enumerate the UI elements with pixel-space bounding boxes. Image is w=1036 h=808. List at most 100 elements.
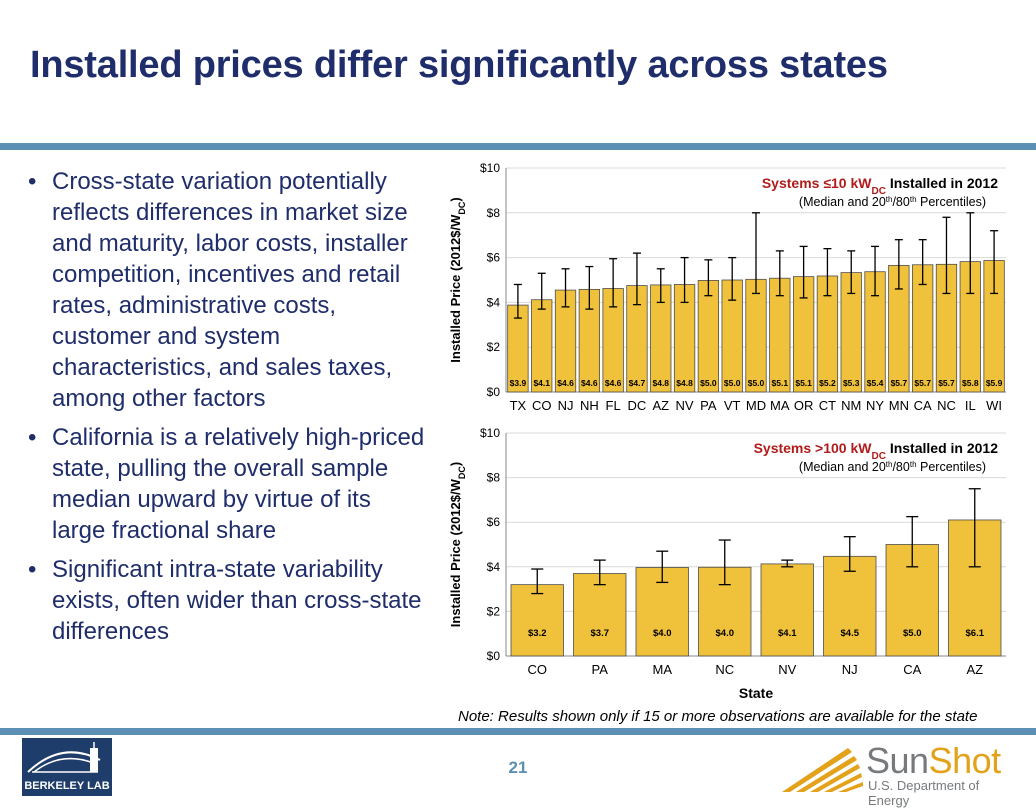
chart-title: Systems ≤10 kWDC Installed in 2012	[762, 175, 998, 197]
y-tick-label: $0	[487, 385, 501, 399]
y-axis-label-sub: DC	[457, 201, 467, 214]
bar-value-label: $3.2	[528, 628, 547, 639]
x-tick-label: MN	[889, 398, 909, 413]
chart-subtitle-sup: th	[910, 195, 917, 204]
top-divider	[0, 143, 1036, 150]
chart-subtitle-part: (Median and 20	[799, 460, 886, 474]
chart-large-systems-svg: $0 $2 $4 $6 $8 $10 $3.2 CO $3.7 PA $4.0 MA $4.0 NC $4.…	[448, 426, 1006, 701]
bullet-item: • Cross-state variation potentially refl…	[28, 166, 428, 414]
chart-small-systems: $0 $2 $4 $6 $8 $10 $3.9 TX $4.1 CO $4.6 NJ $4.6 NH $4.…	[440, 158, 1020, 420]
sunshot-subtitle: U.S. Department of Energy	[868, 778, 980, 808]
bar-value-label: $6.1	[966, 628, 985, 639]
y-tick-label: $4	[487, 560, 501, 574]
chart-subtitle-sup: th	[886, 460, 893, 469]
bar-value-label: $5.3	[843, 378, 860, 388]
bar	[510, 584, 564, 657]
x-tick-label: NV	[676, 398, 694, 413]
bar-value-label: $4.1	[778, 628, 797, 639]
y-tick-label: $2	[487, 340, 501, 354]
bar	[745, 278, 767, 393]
bar-value-label: $4.8	[676, 378, 693, 388]
bullet-marker: •	[28, 424, 37, 451]
x-tick-label: NH	[580, 398, 599, 413]
y-tick-label: $0	[487, 649, 501, 663]
bar-value-label: $5.0	[724, 378, 741, 388]
chart-title-red-sub: DC	[871, 186, 885, 197]
x-axis-label: State	[739, 685, 773, 701]
x-tick-label: NY	[866, 398, 884, 413]
chart-subtitle-part: (Median and 20	[799, 195, 886, 209]
y-tick-label: $4	[487, 295, 501, 309]
y-axis-label-sub: DC	[457, 466, 467, 479]
chart-subtitle: (Median and 20th/80th Percentiles)	[799, 195, 986, 210]
bullet-text: California is a relatively high-priced s…	[52, 424, 425, 544]
bottom-divider	[0, 728, 1036, 735]
bar-value-label: $4.6	[557, 378, 574, 388]
bar-value-label: $5.7	[914, 378, 931, 388]
bullet-text: Cross-state variation potentially reflec…	[52, 168, 408, 412]
chart-title-red: Systems >100 kW	[754, 440, 873, 456]
y-axis-label: Installed Price (2012$/WDC)	[448, 462, 467, 627]
y-tick-label: $6	[487, 251, 501, 265]
bar	[823, 555, 877, 657]
sunshot-word-sun: Sun	[866, 740, 929, 781]
chart-small-systems-svg: $0 $2 $4 $6 $8 $10 $3.9 TX $4.1 CO $4.6 NJ $4.6 NH $4.…	[448, 161, 1006, 413]
bar-value-label: $4.0	[716, 628, 735, 639]
chart-subtitle-sup: th	[910, 460, 917, 469]
sunshot-wordmark: SunShot	[866, 740, 1001, 782]
bar-value-label: $3.9	[510, 378, 527, 388]
chart-title-black: Installed in 2012	[886, 440, 998, 456]
x-tick-label: CT	[819, 398, 836, 413]
berkeley-lab-arch-icon	[27, 742, 101, 773]
bar-value-label: $5.0	[748, 378, 765, 388]
x-tick-label: CO	[528, 662, 548, 677]
y-tick-label: $2	[487, 604, 501, 618]
x-tick-label: NV	[778, 662, 796, 677]
bar-value-label: $4.6	[581, 378, 598, 388]
x-tick-label: CO	[532, 398, 552, 413]
y-axis-label-main: Installed Price (2012$/W	[448, 214, 463, 363]
x-tick-label: MD	[746, 398, 766, 413]
bar-value-label: $5.8	[962, 378, 979, 388]
chart-large-systems: $0 $2 $4 $6 $8 $10 $3.2 CO $3.7 PA $4.0 MA $4.0 NC $4.…	[440, 421, 1020, 709]
bar-value-label: $4.5	[841, 628, 860, 639]
bullet-item: • California is a relatively high-priced…	[28, 422, 428, 546]
x-tick-label: MA	[653, 662, 673, 677]
bar-value-label: $5.7	[891, 378, 908, 388]
y-tick-label: $6	[487, 515, 501, 529]
bar-value-label: $5.1	[795, 378, 812, 388]
bar-value-label: $4.7	[629, 378, 646, 388]
bullet-list: • Cross-state variation potentially refl…	[28, 166, 428, 655]
bar	[573, 573, 627, 657]
chart-title-black: Installed in 2012	[886, 175, 998, 191]
x-tick-label: NJ	[842, 662, 858, 677]
slide-title: Installed prices differ significantly ac…	[30, 44, 888, 86]
chart-subtitle-part: Percentiles)	[917, 195, 986, 209]
bullet-item: • Significant intra-state variability ex…	[28, 554, 428, 647]
sunshot-logo: SunShot U.S. Department of Energy	[778, 740, 1018, 808]
bar-value-label: $4.6	[605, 378, 622, 388]
bar-value-label: $5.2	[819, 378, 836, 388]
bar-value-label: $4.0	[653, 628, 672, 639]
y-axis-label-end: )	[448, 197, 463, 201]
bar-value-label: $5.0	[700, 378, 717, 388]
bullet-marker: •	[28, 556, 37, 583]
chart-title-red-sub: DC	[871, 451, 885, 462]
footnote: Note: Results shown only if 15 or more o…	[458, 708, 978, 725]
y-tick-label: $8	[487, 471, 501, 485]
chart-subtitle: (Median and 20th/80th Percentiles)	[799, 460, 986, 475]
x-tick-label: CA	[903, 662, 921, 677]
x-tick-label: FL	[606, 398, 621, 413]
x-tick-label: CA	[914, 398, 932, 413]
chart-subtitle-sup: th	[886, 195, 893, 204]
sunshot-rays-icon	[782, 748, 863, 792]
chart-subtitle-part: /80	[892, 195, 909, 209]
bar-value-label: $5.4	[867, 378, 884, 388]
berkeley-lab-logo: BERKELEY LAB	[22, 738, 112, 796]
chart-title-red: Systems ≤10 kW	[762, 175, 872, 191]
bar-value-label: $5.7	[938, 378, 955, 388]
x-tick-label: WI	[986, 398, 1002, 413]
chart-subtitle-part: Percentiles)	[917, 460, 986, 474]
x-tick-label: PA	[592, 662, 609, 677]
x-tick-label: NJ	[558, 398, 574, 413]
